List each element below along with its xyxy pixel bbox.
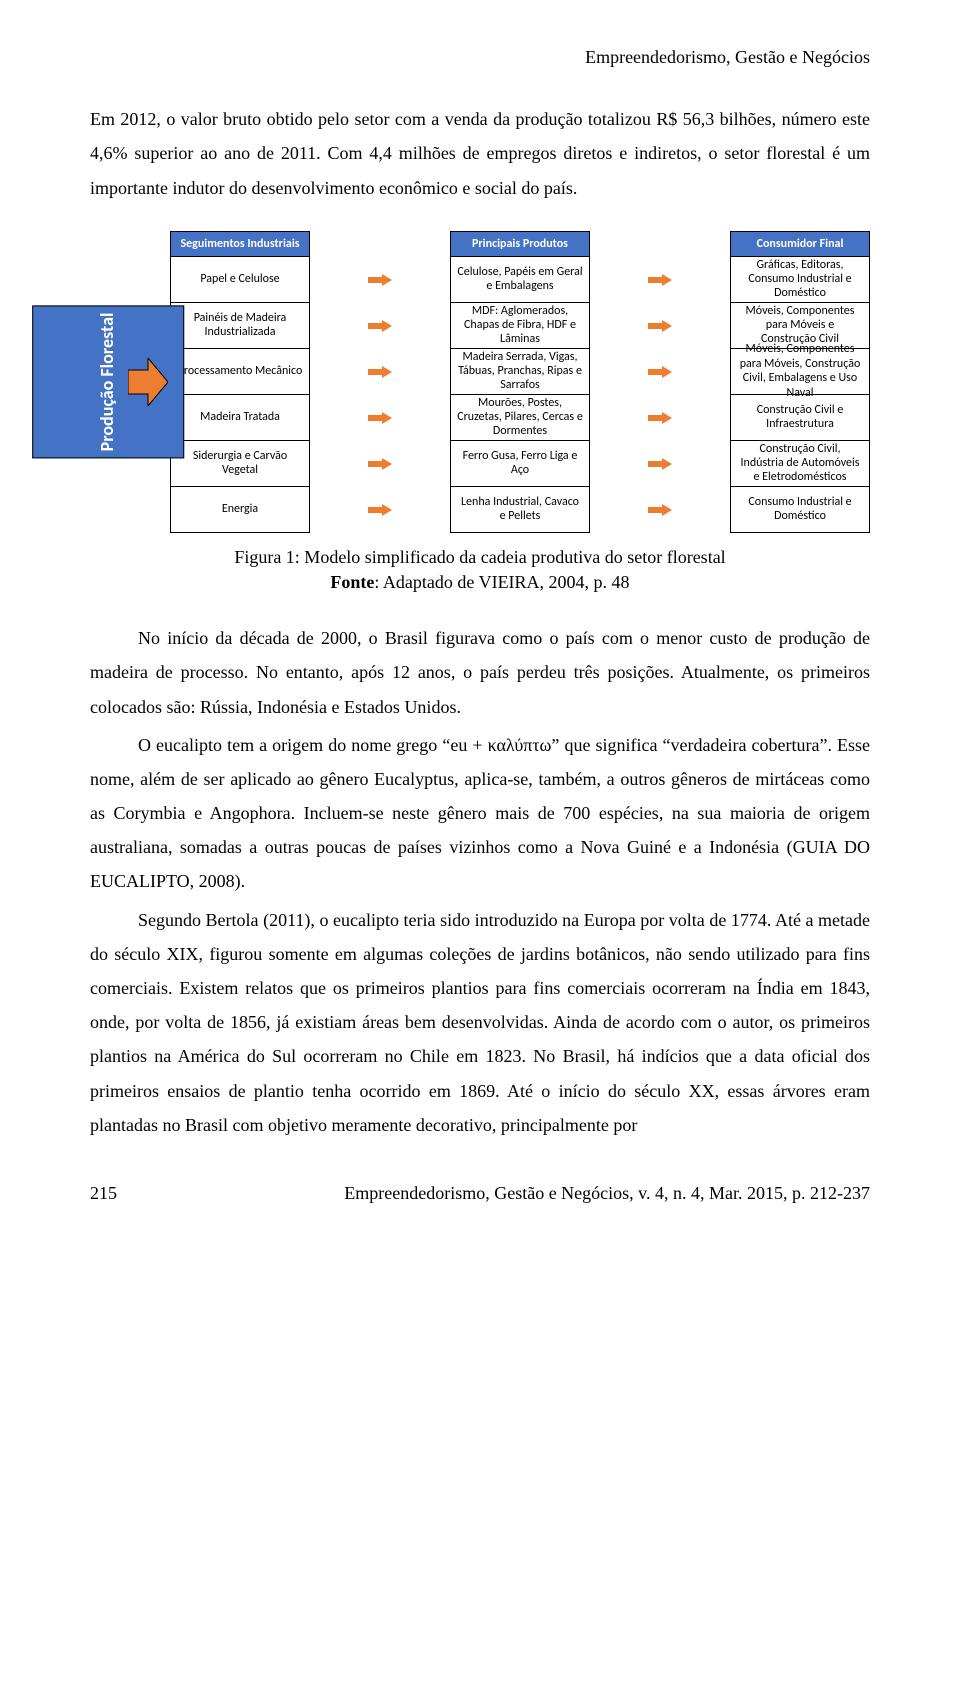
- diagram-arrows-b: [590, 231, 730, 533]
- seg-row-1: Painéis de Madeira Industrializada: [170, 303, 310, 349]
- arrow-right-icon: [128, 358, 168, 406]
- cons-row-5: Consumo Industrial e Doméstico: [730, 487, 870, 533]
- diagram-big-arrow-cell: [126, 231, 170, 533]
- cons-row-2: Móveis, Componentes para Móveis, Constru…: [730, 349, 870, 395]
- diagram-column-products: Principais Produtos Celulose, Papéis em …: [450, 231, 590, 533]
- seg-row-2: Processamento Mecânico: [170, 349, 310, 395]
- prod-row-0: Celulose, Papéis em Geral e Embalagens: [450, 257, 590, 303]
- arrow-right-icon: [368, 412, 392, 424]
- seg-row-4: Siderurgia e Carvão Vegetal: [170, 441, 310, 487]
- diagram-column-consumer: Consumidor Final Gráficas, Editoras, Con…: [730, 231, 870, 533]
- diagram-arrows-a: [310, 231, 450, 533]
- running-header: Empreendedorismo, Gestão e Negócios: [90, 40, 870, 74]
- paragraph-1: Em 2012, o valor bruto obtido pelo setor…: [90, 102, 870, 205]
- diagram-column-segments: Seguimentos Industriais Papel e Celulose…: [170, 231, 310, 533]
- page-footer: 215 Empreendedorismo, Gestão e Negócios,…: [90, 1176, 870, 1210]
- caption-source-text: : Adaptado de VIEIRA, 2004, p. 48: [374, 572, 629, 592]
- cons-row-3: Construção Civil e Infraestrutura: [730, 395, 870, 441]
- diagram-header-consumer: Consumidor Final: [730, 231, 870, 257]
- caption-source-label: Fonte: [330, 572, 374, 592]
- seg-row-0: Papel e Celulose: [170, 257, 310, 303]
- arrow-right-icon: [368, 366, 392, 378]
- paragraph-4: Segundo Bertola (2011), o eucalipto teri…: [90, 903, 870, 1142]
- prod-row-3: Mourões, Postes, Cruzetas, Pilares, Cerc…: [450, 395, 590, 441]
- diagram-header-products: Principais Produtos: [450, 231, 590, 257]
- figure-1-diagram: Produção Florestal Seguimentos Industria…: [90, 231, 870, 533]
- seg-row-5: Energia: [170, 487, 310, 533]
- caption-line1: Figura 1: Modelo simplificado da cadeia …: [234, 547, 725, 567]
- paragraph-3: O eucalipto tem a origem do nome grego “…: [90, 728, 870, 899]
- prod-row-4: Ferro Gusa, Ferro Liga e Aço: [450, 441, 590, 487]
- seg-row-3: Madeira Tratada: [170, 395, 310, 441]
- arrow-right-icon: [368, 504, 392, 516]
- diagram-vertical-label-cell: Produção Florestal: [90, 231, 126, 533]
- arrow-right-icon: [648, 504, 672, 516]
- arrow-right-icon: [648, 412, 672, 424]
- prod-row-2: Madeira Serrada, Vigas, Tábuas, Pranchas…: [450, 349, 590, 395]
- cons-row-4: Construção Civil, Indústria de Automóvei…: [730, 441, 870, 487]
- arrow-right-icon: [648, 320, 672, 332]
- figure-1-caption: Figura 1: Modelo simplificado da cadeia …: [90, 545, 870, 595]
- arrow-right-icon: [648, 458, 672, 470]
- footer-citation: Empreendedorismo, Gestão e Negócios, v. …: [344, 1176, 870, 1210]
- arrow-right-icon: [368, 320, 392, 332]
- prod-row-5: Lenha Industrial, Cavaco e Pellets: [450, 487, 590, 533]
- cons-row-0: Gráficas, Editoras, Consumo Industrial e…: [730, 257, 870, 303]
- arrow-right-icon: [368, 274, 392, 286]
- diagram-header-segments: Seguimentos Industriais: [170, 231, 310, 257]
- arrow-right-icon: [648, 366, 672, 378]
- page-number: 215: [90, 1176, 117, 1210]
- paragraph-2: No início da década de 2000, o Brasil fi…: [90, 621, 870, 724]
- arrow-right-icon: [368, 458, 392, 470]
- arrow-right-icon: [648, 274, 672, 286]
- prod-row-1: MDF: Aglomerados, Chapas de Fibra, HDF e…: [450, 303, 590, 349]
